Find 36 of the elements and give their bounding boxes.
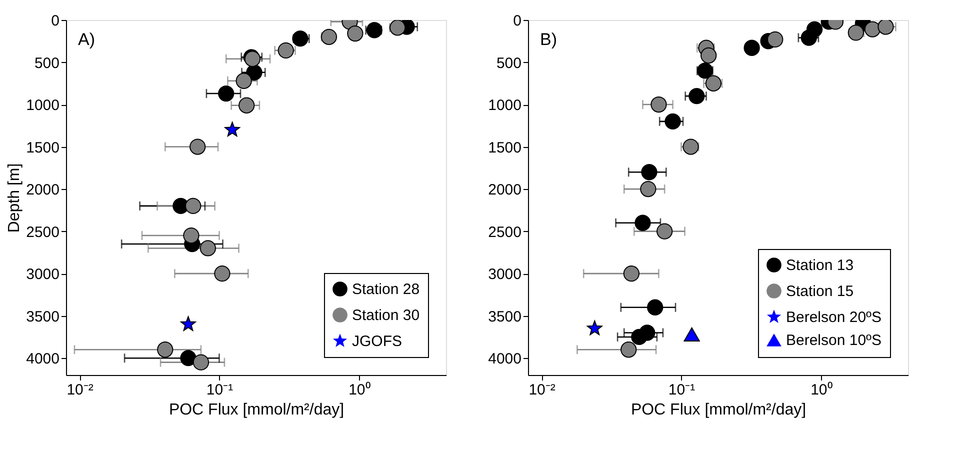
x-tick-label: 10⁰ xyxy=(348,382,370,398)
x-axis-title: POC Flux [mmol/m²/day] xyxy=(630,402,806,418)
x-tick-label: 10⁰ xyxy=(810,382,832,398)
x-tick-label: 10⁻¹ xyxy=(668,382,696,398)
x-tick-label: 10⁻¹ xyxy=(206,382,234,398)
y-tick-label: 1500 xyxy=(488,139,522,156)
y-tick-label: 4000 xyxy=(488,350,522,368)
y-tick-label: 1000 xyxy=(26,97,60,114)
y-tick-label: 3000 xyxy=(488,266,522,284)
y-tick-label: 1500 xyxy=(26,139,60,156)
y-tick-label: 500 xyxy=(496,54,522,72)
y-tick-label: 3500 xyxy=(26,308,60,326)
legend-label: Station 13 xyxy=(786,257,854,274)
y-tick-label: 3500 xyxy=(488,308,522,326)
legend-label: Station 28 xyxy=(352,281,420,298)
y-tick-label: 3000 xyxy=(26,266,60,284)
y-tick-label: 1000 xyxy=(488,97,522,114)
y-tick-label: 2000 xyxy=(26,182,60,199)
legend-label: JGOFS xyxy=(352,333,402,350)
annotation: B) xyxy=(540,30,557,49)
y-tick-label: 0 xyxy=(513,12,522,30)
legend-label: Station 15 xyxy=(786,283,854,300)
annotation: A) xyxy=(78,30,95,49)
y-tick-label: 2500 xyxy=(26,224,60,241)
y-tick-label: 2000 xyxy=(488,182,522,199)
legend-label: Berelson 20ºS xyxy=(786,309,882,326)
y-axis-title: Depth [m] xyxy=(6,163,24,233)
y-tick-label: 2500 xyxy=(488,224,522,241)
y-tick-label: 500 xyxy=(34,54,60,72)
x-tick-label: 10⁻² xyxy=(528,382,556,398)
y-tick-label: 4000 xyxy=(26,350,60,368)
legend-label: Berelson 10ºS xyxy=(786,332,882,349)
legend-label: Station 30 xyxy=(352,307,420,324)
x-axis-title: POC Flux [mmol/m²/day] xyxy=(168,402,344,418)
x-tick-label: 10⁻² xyxy=(66,382,94,398)
y-tick-label: 0 xyxy=(51,12,60,30)
